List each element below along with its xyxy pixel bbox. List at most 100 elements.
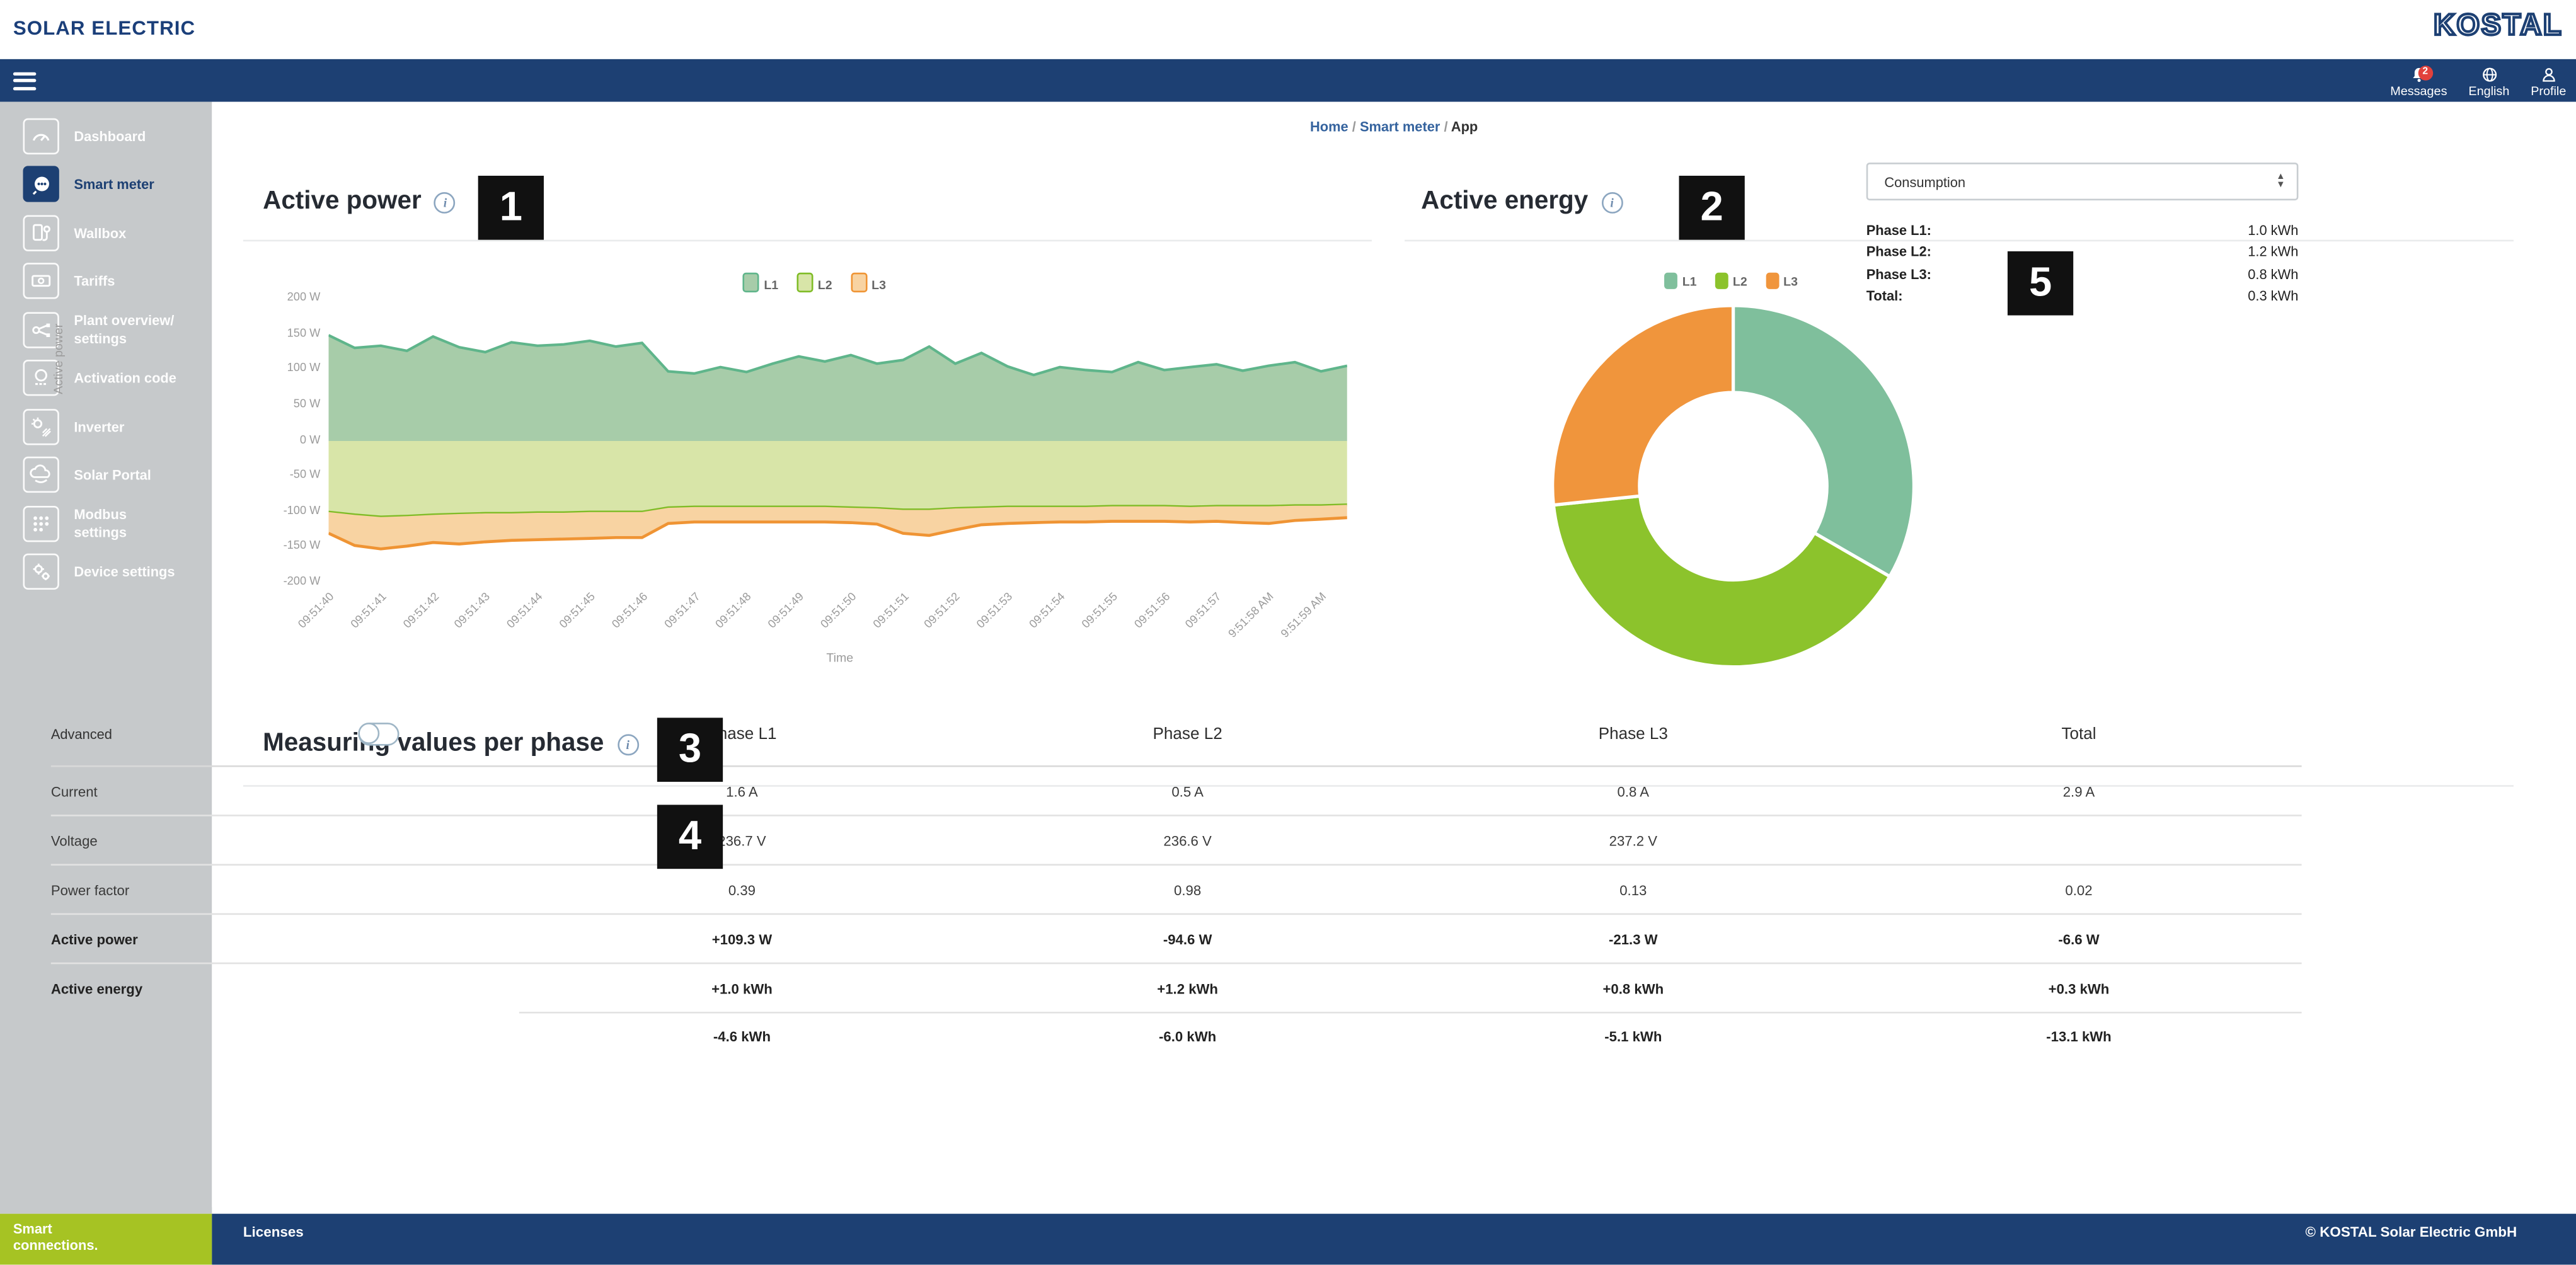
active-power-chart[interactable] (328, 299, 1347, 583)
smart-meter-icon (23, 166, 59, 203)
language-button[interactable]: English (2468, 60, 2509, 98)
energy-type-select-value: Consumption (1884, 173, 1966, 190)
legend-item-l1[interactable]: L1 (742, 272, 779, 293)
table-cell: -6.6 W (2058, 930, 2100, 947)
licenses-link[interactable]: Licenses (243, 1223, 304, 1240)
person-icon (2539, 66, 2558, 84)
energy-row-value: 0.8 kWh (2248, 265, 2299, 282)
advanced-toggle[interactable] (358, 723, 400, 746)
breadcrumb-home[interactable]: Home (1310, 118, 1348, 135)
legend-item-l1[interactable]: L1 (1664, 272, 1697, 289)
sidebar-item-modbus-settings[interactable]: Modbus settings (0, 500, 212, 548)
y-axis-tick: 50 W (293, 399, 321, 411)
legend-swatch (850, 272, 867, 293)
globe-icon (2480, 66, 2498, 84)
app-bar: 2 Messages English Profile (0, 59, 2576, 102)
app-bar-actions: 2 Messages English Profile (2390, 60, 2566, 101)
footer-bar: Licenses © KOSTAL Solar Electric GmbH (212, 1213, 2576, 1265)
divider (1405, 239, 2514, 242)
sidebar-item-activation-code[interactable]: Activation code (0, 354, 212, 403)
divider (243, 239, 1372, 242)
messages-button[interactable]: 2 Messages (2390, 60, 2447, 98)
messages-label: Messages (2390, 83, 2447, 99)
copyright-text: © KOSTAL Solar Electric GmbH (2305, 1223, 2517, 1240)
plant-overview-icon (23, 311, 59, 348)
profile-label: Profile (2531, 83, 2567, 99)
language-label: English (2468, 83, 2510, 99)
tariffs-icon (23, 263, 59, 300)
y-axis-tick: 150 W (287, 328, 321, 340)
active-power-title: Active power i (263, 187, 456, 217)
breadcrumb-separator: / (1348, 118, 1360, 135)
energy-row-label: Phase L2: (1866, 243, 1931, 260)
top-header: SOLAR ELECTRIC KOSTAL (0, 0, 2576, 59)
table-cell: +0.3 kWh (2048, 980, 2110, 997)
energy-type-select[interactable]: Consumption ▲ ▼ (1866, 163, 2299, 201)
donut-segment-l3[interactable] (1551, 304, 1735, 507)
table-cell: -94.6 W (1163, 930, 1212, 947)
active-energy-legend: L1 L2 L3 (1664, 272, 1798, 289)
active-power-legend: L1 L2 L3 (742, 272, 886, 293)
sidebar-item-inverter[interactable]: Inverter (0, 403, 212, 451)
wallbox-icon (23, 214, 59, 251)
sidebar-item-label: Modbus settings (74, 506, 127, 541)
table-header-row: Advanced Phase L1 Phase L2 Phase L3 Total (50, 703, 2302, 767)
annotation-step-1: 1 (478, 175, 544, 240)
table-row-values: 0.39 0.98 0.13 0.02 (519, 866, 2302, 913)
sidebar-item-label: Plant overview/ settings (74, 312, 175, 346)
sidebar-item-label: Dashboard (74, 127, 146, 144)
sidebar-item-solar-portal[interactable]: Solar Portal (0, 451, 212, 500)
x-axis-label: Time (826, 650, 854, 665)
legend-label: L2 (817, 277, 832, 293)
active-power-title-text: Active power (263, 187, 422, 215)
legend-label: L1 (1682, 274, 1697, 289)
y-axis-tick: -50 W (289, 469, 321, 482)
sidebar-item-label: Smart meter (74, 175, 154, 193)
breadcrumb: Home / Smart meter / App (212, 118, 2576, 135)
info-icon[interactable]: i (434, 191, 456, 213)
sidebar-item-wallbox[interactable]: Wallbox (0, 209, 212, 257)
solar-portal-icon (23, 457, 59, 493)
sidebar-item-plant-overview-settings[interactable]: Plant overview/ settings (0, 306, 212, 354)
legend-item-l2[interactable]: L2 (1715, 272, 1747, 289)
table-cell: 1.6 A (726, 782, 758, 799)
sidebar-item-label: Inverter (74, 418, 125, 435)
table-cell: 0.5 A (1171, 782, 1204, 799)
solar-electric-logo: SOLAR ELECTRIC (13, 16, 196, 40)
table-column-header: Phase L3 (1598, 725, 1668, 743)
info-icon[interactable]: i (1601, 191, 1623, 213)
table-row: -4.6 kWh -6.0 kWh -5.1 kWh -13.1 kWh (51, 1010, 2302, 1060)
sidebar-item-label: Wallbox (74, 224, 127, 241)
table-cell: -5.1 kWh (1604, 1028, 1662, 1045)
energy-row: Phase L2: 1.2 kWh (1866, 241, 2299, 263)
active-energy-donut-chart[interactable] (1548, 301, 1919, 672)
sidebar-item-device-settings[interactable]: Device settings (0, 547, 212, 596)
sidebar-item-dashboard[interactable]: Dashboard (0, 112, 212, 160)
select-arrows-icon: ▲ ▼ (2276, 172, 2286, 190)
measuring-values-title: Measuring values per phase i (263, 730, 639, 759)
table-cell: -4.6 kWh (713, 1028, 771, 1045)
activation-code-icon (23, 360, 59, 396)
y-axis-tick: 200 W (287, 292, 321, 304)
legend-label: L1 (764, 277, 779, 293)
hamburger-menu-icon[interactable] (13, 72, 37, 91)
active-energy-title: Active energy i (1421, 187, 1623, 217)
breadcrumb-smart-meter[interactable]: Smart meter (1359, 118, 1440, 135)
legend-swatch (796, 272, 813, 293)
donut-segment-l2[interactable] (1551, 494, 1892, 669)
legend-item-l2[interactable]: L2 (796, 272, 832, 293)
gauge-icon (23, 118, 59, 154)
legend-item-l3[interactable]: L3 (1765, 272, 1798, 289)
profile-button[interactable]: Profile (2531, 60, 2566, 98)
y-axis-tick: -100 W (283, 505, 321, 517)
sidebar-item-tariffs[interactable]: Tariffs (0, 257, 212, 306)
info-icon[interactable]: i (617, 733, 639, 755)
table-cell: -21.3 W (1609, 930, 1658, 947)
sidebar-item-smart-meter[interactable]: Smart meter (0, 160, 212, 209)
legend-item-l3[interactable]: L3 (850, 272, 886, 293)
energy-row-label: Phase L1: (1866, 221, 1931, 238)
y-axis-label: Active power (50, 323, 66, 394)
table-cell: 0.13 (1619, 881, 1647, 898)
donut-segment-l1[interactable] (1731, 304, 1916, 579)
table-row-values: -4.6 kWh -6.0 kWh -5.1 kWh -13.1 kWh (519, 1010, 2302, 1060)
